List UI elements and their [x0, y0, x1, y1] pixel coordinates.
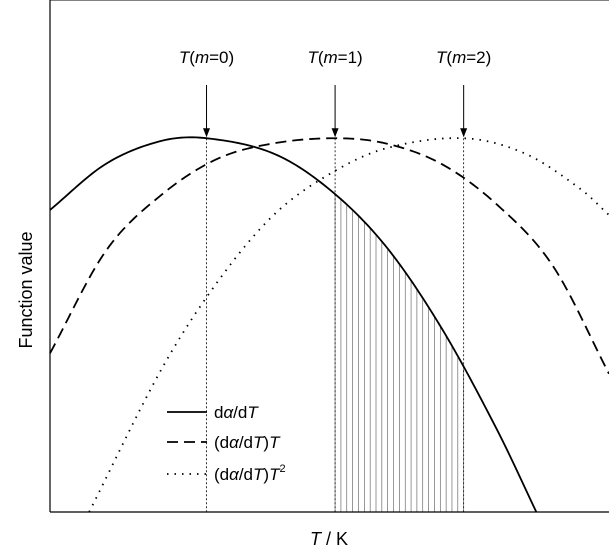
marker-arrowhead-2: [460, 128, 468, 138]
legend-label-dadt: dα/dT: [214, 403, 259, 422]
x-axis-title: T / K: [310, 529, 348, 549]
legend: dα/dT (dα/dT)T (dα/dT)T2: [167, 403, 286, 484]
marker-arrowhead-0: [203, 128, 211, 138]
marker-arrowhead-1: [331, 128, 339, 138]
series-line-3: [88, 137, 609, 513]
marker-labels: T(m=0) T(m=1) T(m=2): [179, 48, 491, 67]
series-layer: [49, 136, 609, 513]
series-line-1: [49, 136, 538, 513]
marker-label-1: T(m=1): [307, 48, 362, 67]
legend-label-dadt-t2: (dα/dT)T2: [214, 463, 286, 484]
shaded-region: [334, 194, 464, 512]
y-axis-title: Function value: [16, 231, 36, 348]
legend-label-dadt-t: (dα/dT)T: [214, 433, 281, 452]
marker-label-2: T(m=2): [436, 48, 491, 67]
series-line-2: [49, 137, 609, 375]
marker-lines: [203, 85, 468, 512]
marker-label-0: T(m=0): [179, 48, 234, 67]
